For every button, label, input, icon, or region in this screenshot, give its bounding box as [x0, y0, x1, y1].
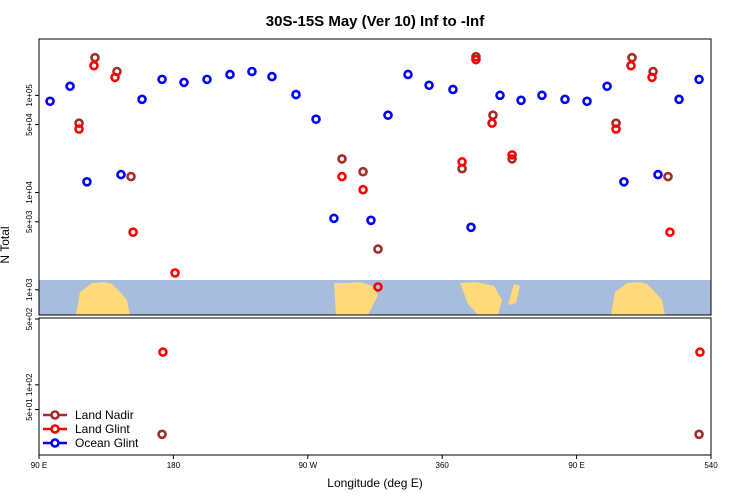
legend-label: Ocean Glint: [75, 436, 139, 450]
chart-title: 30S-15S May (Ver 10) Inf to -Inf: [266, 13, 485, 30]
point: [516, 95, 526, 106]
point: [158, 347, 168, 357]
point: [89, 60, 99, 71]
point: [487, 118, 497, 128]
point: [466, 222, 476, 233]
point: [82, 177, 92, 187]
point: [45, 96, 55, 107]
point: [560, 94, 570, 105]
point: [627, 52, 637, 63]
x-axis-label: Longitude (deg E): [327, 476, 422, 490]
point: [653, 169, 663, 180]
point: [582, 96, 592, 107]
point: [337, 171, 347, 182]
point: [424, 80, 434, 91]
point: [537, 90, 547, 101]
x-tick-label: 90 W: [298, 461, 317, 470]
point: [403, 69, 413, 80]
legend-label: Land Nadir: [75, 408, 134, 422]
point: [74, 124, 84, 134]
point: [457, 157, 467, 167]
point: [626, 60, 636, 71]
legend-label: Land Glint: [75, 422, 130, 436]
point: [619, 177, 629, 187]
point: [373, 244, 383, 254]
point: [383, 110, 393, 120]
point: [329, 213, 339, 224]
point: [471, 54, 481, 65]
y-tick-label: 1e+03: [25, 278, 34, 301]
point: [495, 90, 505, 101]
point: [488, 110, 498, 120]
point: [170, 268, 180, 278]
y-tick-label: 1e+05: [25, 84, 34, 107]
y-tick-label: 1e+02: [25, 373, 34, 396]
point: [663, 171, 673, 182]
legend-marker: [50, 410, 60, 420]
point: [602, 81, 612, 92]
x-tick-label: 360: [436, 461, 450, 470]
y-tick-label: 1e+04: [25, 181, 34, 204]
y-tick-label: 5e+01: [25, 398, 34, 421]
point: [179, 77, 189, 88]
point: [157, 74, 167, 85]
point: [202, 74, 212, 85]
x-tick-label: 90 E: [568, 461, 584, 470]
y-tick-label: 5e+03: [25, 210, 34, 233]
y-tick-label: 5e+04: [25, 113, 34, 136]
point: [337, 154, 347, 164]
point: [225, 69, 235, 80]
point: [665, 227, 675, 238]
plot-frame: [38, 317, 712, 456]
point: [373, 282, 383, 292]
plot-frame: [38, 38, 712, 316]
point: [507, 154, 517, 164]
point: [291, 89, 301, 100]
point: [358, 166, 368, 177]
point: [126, 171, 136, 182]
point: [110, 72, 120, 83]
point: [611, 124, 621, 134]
point: [694, 429, 704, 440]
point: [116, 169, 126, 180]
point: [157, 429, 167, 440]
point: [267, 71, 277, 82]
x-tick-label: 540: [704, 461, 718, 470]
y-tick-label: 5e+02: [25, 307, 34, 330]
point: [448, 84, 458, 95]
x-tick-label: 90 E: [31, 461, 47, 470]
point: [128, 227, 138, 238]
point: [647, 72, 657, 83]
point: [311, 114, 321, 124]
point: [695, 347, 705, 357]
point: [366, 215, 376, 226]
point: [65, 81, 75, 92]
point: [507, 150, 517, 160]
point: [137, 94, 147, 105]
point: [358, 184, 368, 195]
point: [674, 94, 684, 105]
legend-marker: [50, 424, 60, 434]
y-axis-label: N Total: [0, 226, 12, 263]
point: [694, 74, 704, 85]
point: [247, 66, 257, 77]
legend-marker: [50, 438, 60, 448]
x-tick-label: 180: [167, 461, 181, 470]
point: [90, 52, 100, 63]
